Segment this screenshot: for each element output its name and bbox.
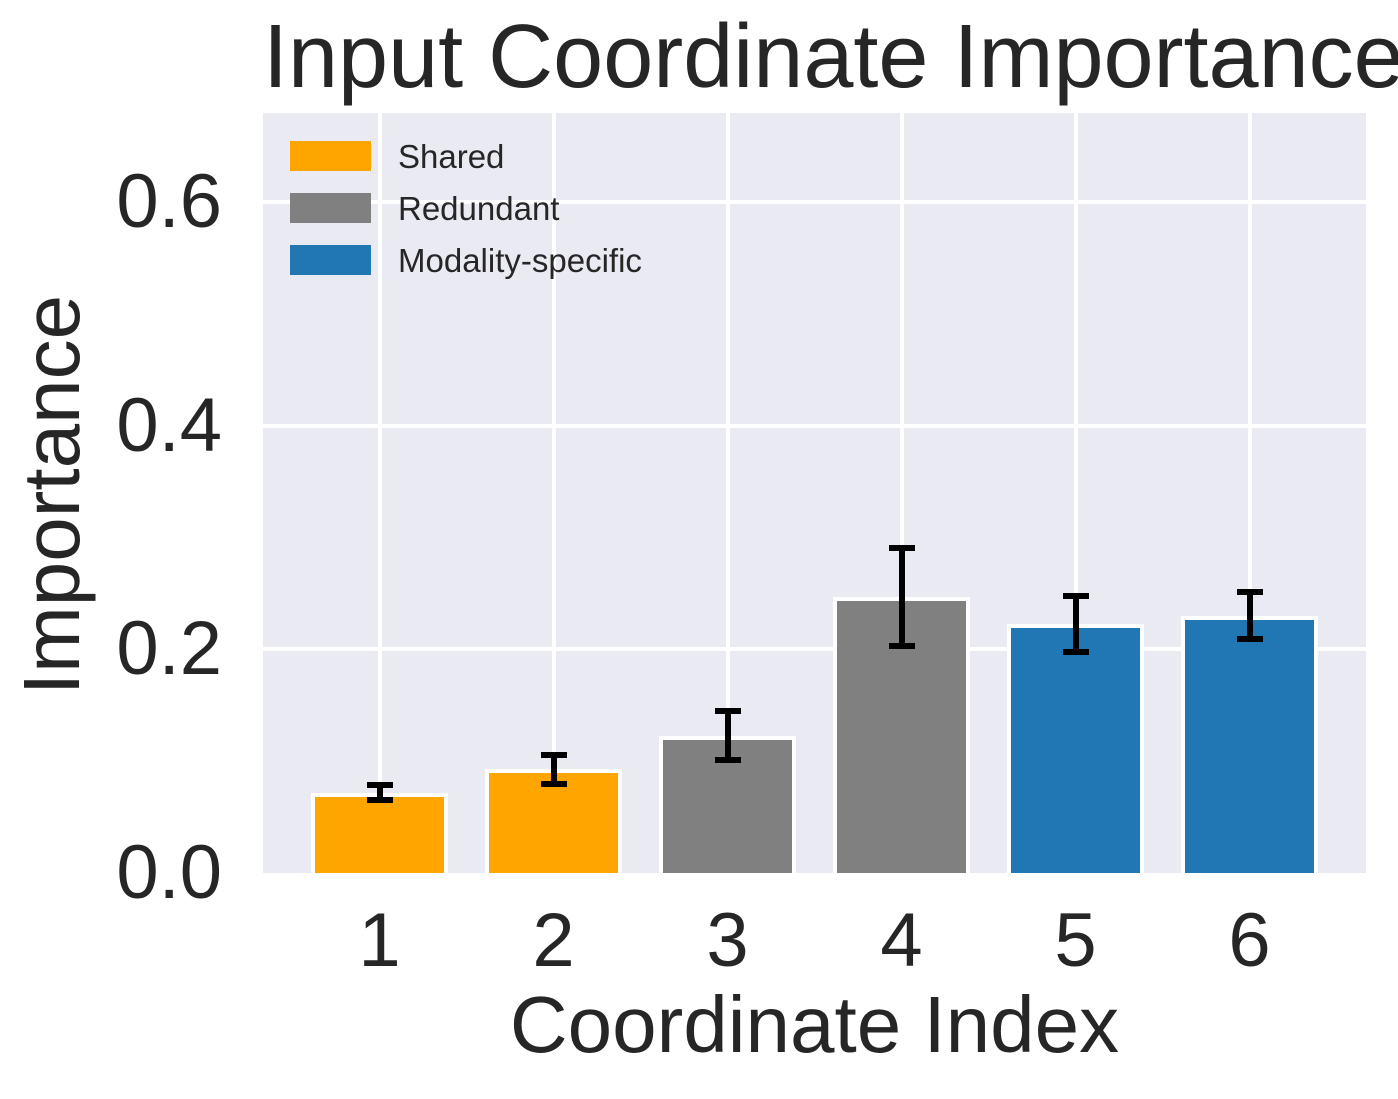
bar-coordinate-6 [1181,615,1318,873]
y-tick-label: 0.6 [116,159,222,245]
x-axis-label: Coordinate Index [509,980,1120,1069]
error-bar-cap-bottom [714,757,741,764]
y-tick-label: 0.0 [116,830,222,915]
error-bar-cap-bottom [888,643,915,650]
chart-title: Input Coordinate Importance [263,7,1398,107]
legend-swatch-shared [290,141,371,171]
error-bar-cap-bottom [540,780,567,787]
error-bar-cap-top [540,751,567,758]
legend: Shared Redundant Modality-specific [290,137,642,297]
gridline-vertical [551,113,556,873]
error-bar-line [1246,592,1253,640]
legend-item: Modality-specific [290,241,642,279]
error-bar-cap-top [1062,592,1089,599]
x-tick-label: 6 [1228,898,1271,983]
legend-label: Modality-specific [398,241,642,279]
x-tick-label: 2 [532,898,575,983]
error-bar-cap-bottom [366,797,393,804]
y-tick-label: 0.2 [116,606,222,692]
x-tick-label: 1 [358,898,401,983]
plot-area [263,113,1366,873]
x-tick-label: 4 [880,898,923,983]
bar-coordinate-5 [1007,623,1144,873]
legend-label: Shared [398,137,505,175]
y-tick-label: 0.4 [116,382,222,468]
gridline-vertical [377,113,382,873]
x-tick-label: 3 [706,898,749,983]
error-bar-cap-top [1236,589,1263,596]
error-bar-line [724,710,731,761]
bar-coordinate-1 [311,792,448,873]
error-bar-cap-top [888,544,915,551]
gridline-vertical [1247,113,1252,873]
error-bar-line [550,754,557,784]
legend-label: Redundant [398,189,560,227]
legend-item: Shared [290,137,642,175]
bar-coordinate-4 [833,596,970,873]
gridline-horizontal [263,200,1366,205]
error-bar-cap-top [714,707,741,714]
gridline-vertical [899,113,904,873]
gridline-vertical [1073,113,1078,873]
legend-swatch-modality-specific [290,245,371,275]
gridline-horizontal [263,647,1366,652]
error-bar-line [898,547,905,647]
legend-swatch-redundant [290,193,371,223]
legend-item: Redundant [290,189,642,227]
error-bar-line [1072,595,1079,652]
error-bar-line [376,784,383,801]
x-tick-label: 5 [1054,898,1097,983]
gridline-horizontal [263,423,1366,428]
error-bar-cap-bottom [1062,648,1089,655]
gridline-vertical [725,113,730,873]
error-bar-cap-top [366,781,393,788]
error-bar-cap-bottom [1236,636,1263,643]
